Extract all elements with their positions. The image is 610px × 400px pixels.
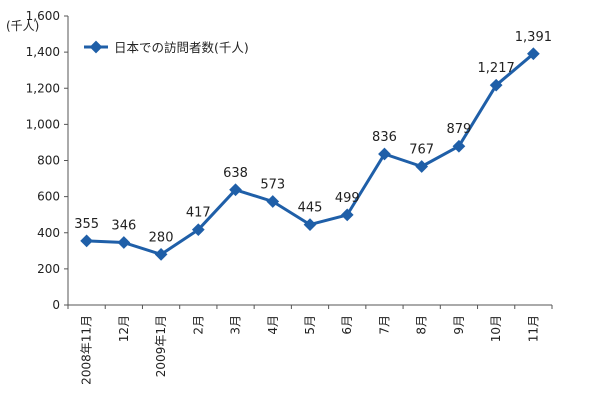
x-tick-label: 2009年1月 [154, 315, 168, 377]
data-labels: 355 346 280 417 638 573 445 499 836 767 879 1,217 1,… [74, 30, 552, 246]
y-axis-ticks: 0 200 400 600 800 1,000 1,200 1,400 1,600 [26, 9, 68, 312]
data-label: 280 [149, 230, 174, 245]
x-tick-label: 10月 [489, 315, 503, 342]
y-tick-label: 800 [37, 154, 60, 168]
data-label: 767 [409, 142, 434, 157]
data-label: 573 [260, 178, 285, 193]
data-point-marker [415, 160, 429, 173]
y-unit-label: (千人) [6, 19, 39, 33]
x-tick-label: 2008年11月 [80, 315, 94, 385]
data-point-marker [452, 139, 466, 153]
x-tick-label: 11月 [526, 315, 540, 342]
axes [67, 16, 552, 306]
x-tick-label: 3月 [229, 315, 243, 335]
data-label: 499 [335, 191, 360, 206]
data-label: 836 [372, 130, 397, 145]
data-label: 1,391 [515, 30, 552, 45]
data-point-marker [266, 195, 280, 208]
data-point-marker [489, 78, 503, 92]
data-point-marker [191, 223, 205, 237]
x-tick-label: 9月 [452, 315, 466, 335]
y-tick-label: 600 [37, 190, 60, 204]
data-markers [80, 47, 540, 261]
y-tick-label: 1,600 [26, 9, 60, 23]
data-point-marker [80, 234, 93, 248]
x-tick-label: 6月 [340, 315, 354, 335]
x-tick-label: 7月 [377, 315, 391, 335]
legend-label: 日本での訪問者数(千人) [114, 40, 249, 55]
data-point-marker [229, 183, 242, 197]
y-tick-label: 200 [37, 262, 60, 276]
data-point-marker [117, 236, 131, 249]
x-tick-label: 5月 [303, 315, 317, 335]
data-label: 638 [223, 166, 248, 181]
data-label: 445 [298, 201, 323, 216]
y-tick-label: 400 [37, 226, 60, 240]
y-tick-label: 1,000 [26, 117, 60, 131]
data-point-marker [378, 147, 391, 161]
data-label: 417 [186, 206, 211, 221]
data-label: 346 [111, 219, 136, 234]
x-tick-label: 4月 [266, 315, 280, 335]
data-point-marker [303, 218, 317, 231]
legend: 日本での訪問者数(千人) [84, 40, 249, 55]
x-tick-label: 12月 [117, 315, 131, 342]
legend-marker-swatch [89, 40, 103, 54]
data-label: 879 [447, 122, 472, 137]
data-point-marker [340, 208, 354, 222]
y-tick-label: 1,400 [26, 45, 60, 59]
data-label: 1,217 [478, 61, 515, 76]
x-axis-ticks: 2008年11月 12月 2009年1月 2月 3月 4月 5月 6月 7月 8月 9月 10月 11月 [67, 305, 553, 385]
x-tick-label: 2月 [191, 315, 205, 335]
data-label: 355 [74, 217, 99, 232]
x-tick-label: 8月 [415, 315, 429, 335]
y-tick-label: 1,200 [26, 81, 60, 95]
y-tick-label: 0 [52, 298, 60, 312]
